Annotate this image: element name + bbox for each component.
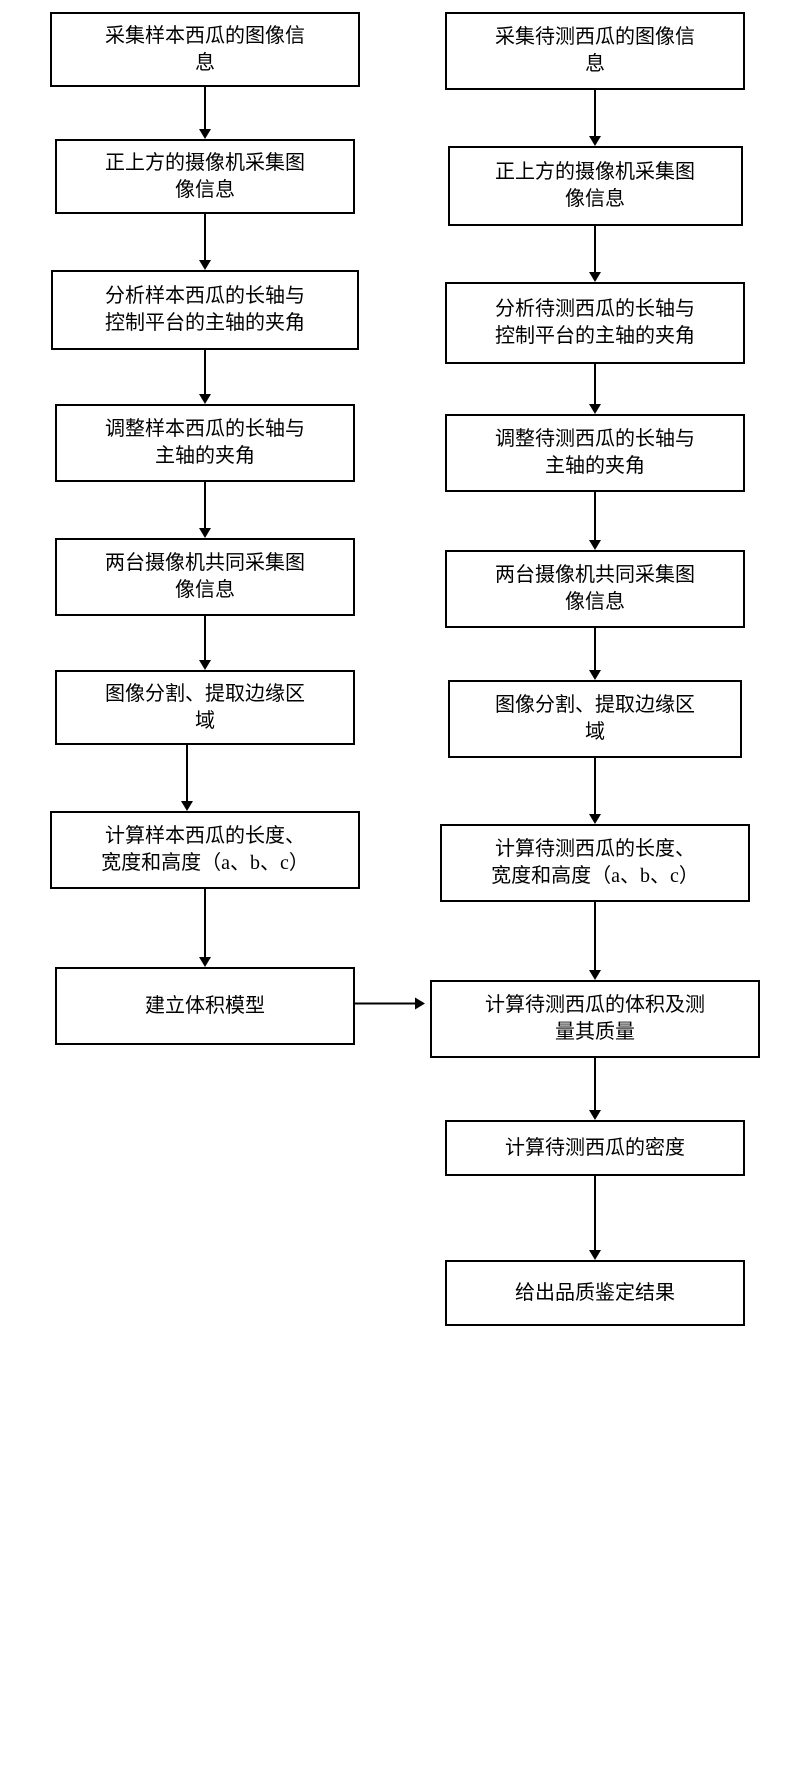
- right-node-1: 采集待测西瓜的图像信息: [445, 12, 745, 90]
- left-node-2: 正上方的摄像机采集图像信息: [55, 139, 355, 214]
- left-node-8: 建立体积模型: [55, 967, 355, 1045]
- right-node-4: 调整待测西瓜的长轴与主轴的夹角: [445, 414, 745, 492]
- tail-node-10: 给出品质鉴定结果: [445, 1260, 745, 1326]
- left-arrow-7: [193, 889, 217, 967]
- tail-arrow-2: [583, 1176, 607, 1260]
- left-node-1: 采集样本西瓜的图像信息: [50, 12, 360, 87]
- right-node-8: 计算待测西瓜的体积及测量其质量: [430, 980, 760, 1058]
- left-node-8-label: 建立体积模型: [145, 993, 265, 1020]
- right-node-2-label: 正上方的摄像机采集图像信息: [495, 159, 695, 213]
- left-node-4-label: 调整样本西瓜的长轴与主轴的夹角: [105, 416, 305, 470]
- tail-node-9: 计算待测西瓜的密度: [445, 1120, 745, 1176]
- left-column: 采集样本西瓜的图像信息 正上方的摄像机采集图像信息 分析样本西瓜的长轴与控制平台…: [20, 12, 390, 1045]
- right-column: 采集待测西瓜的图像信息 正上方的摄像机采集图像信息 分析待测西瓜的长轴与控制平台…: [410, 12, 780, 1058]
- left-node-7-label: 计算样本西瓜的长度、宽度和高度（a、b、c）: [101, 823, 309, 877]
- right-node-7-label: 计算待测西瓜的长度、宽度和高度（a、b、c）: [491, 836, 699, 890]
- right-node-5: 两台摄像机共同采集图像信息: [445, 550, 745, 628]
- right-node-7: 计算待测西瓜的长度、宽度和高度（a、b、c）: [440, 824, 750, 902]
- right-arrow-2: [583, 226, 607, 282]
- tail-arrow-1: [583, 1058, 607, 1120]
- right-arrow-6: [583, 758, 607, 824]
- left-arrow-3: [193, 350, 217, 404]
- right-node-5-label: 两台摄像机共同采集图像信息: [495, 562, 695, 616]
- left-node-2-label: 正上方的摄像机采集图像信息: [105, 150, 305, 204]
- right-arrow-4: [583, 492, 607, 550]
- left-arrow-2: [193, 214, 217, 270]
- left-node-5-label: 两台摄像机共同采集图像信息: [105, 550, 305, 604]
- right-node-3-label: 分析待测西瓜的长轴与控制平台的主轴的夹角: [495, 296, 695, 350]
- left-node-1-label: 采集样本西瓜的图像信息: [105, 23, 305, 77]
- left-node-3: 分析样本西瓜的长轴与控制平台的主轴的夹角: [51, 270, 359, 350]
- tail-node-10-label: 给出品质鉴定结果: [515, 1280, 675, 1307]
- flowchart-columns: 采集样本西瓜的图像信息 正上方的摄像机采集图像信息 分析样本西瓜的长轴与控制平台…: [10, 12, 790, 1058]
- tail-column: 计算待测西瓜的密度 给出品质鉴定结果: [410, 1058, 780, 1326]
- right-arrow-1: [583, 90, 607, 146]
- left-arrow-4: [193, 482, 217, 538]
- right-node-8-label: 计算待测西瓜的体积及测量其质量: [485, 992, 705, 1046]
- right-arrow-5: [583, 628, 607, 680]
- right-node-2: 正上方的摄像机采集图像信息: [448, 146, 743, 226]
- left-node-3-label: 分析样本西瓜的长轴与控制平台的主轴的夹角: [105, 283, 305, 337]
- right-node-6-label: 图像分割、提取边缘区域: [495, 692, 695, 746]
- right-arrow-3: [583, 364, 607, 414]
- tail-node-9-label: 计算待测西瓜的密度: [505, 1135, 685, 1162]
- left-arrow-6: [175, 745, 199, 811]
- right-node-4-label: 调整待测西瓜的长轴与主轴的夹角: [495, 426, 695, 480]
- left-node-6: 图像分割、提取边缘区域: [55, 670, 355, 745]
- right-arrow-7: [583, 902, 607, 980]
- left-node-4: 调整样本西瓜的长轴与主轴的夹角: [55, 404, 355, 482]
- right-node-3: 分析待测西瓜的长轴与控制平台的主轴的夹角: [445, 282, 745, 364]
- right-node-6: 图像分割、提取边缘区域: [448, 680, 742, 758]
- left-node-6-label: 图像分割、提取边缘区域: [105, 681, 305, 735]
- left-node-5: 两台摄像机共同采集图像信息: [55, 538, 355, 616]
- left-arrow-5: [193, 616, 217, 670]
- left-arrow-1: [193, 87, 217, 139]
- left-node-7: 计算样本西瓜的长度、宽度和高度（a、b、c）: [50, 811, 360, 889]
- right-node-1-label: 采集待测西瓜的图像信息: [495, 24, 695, 78]
